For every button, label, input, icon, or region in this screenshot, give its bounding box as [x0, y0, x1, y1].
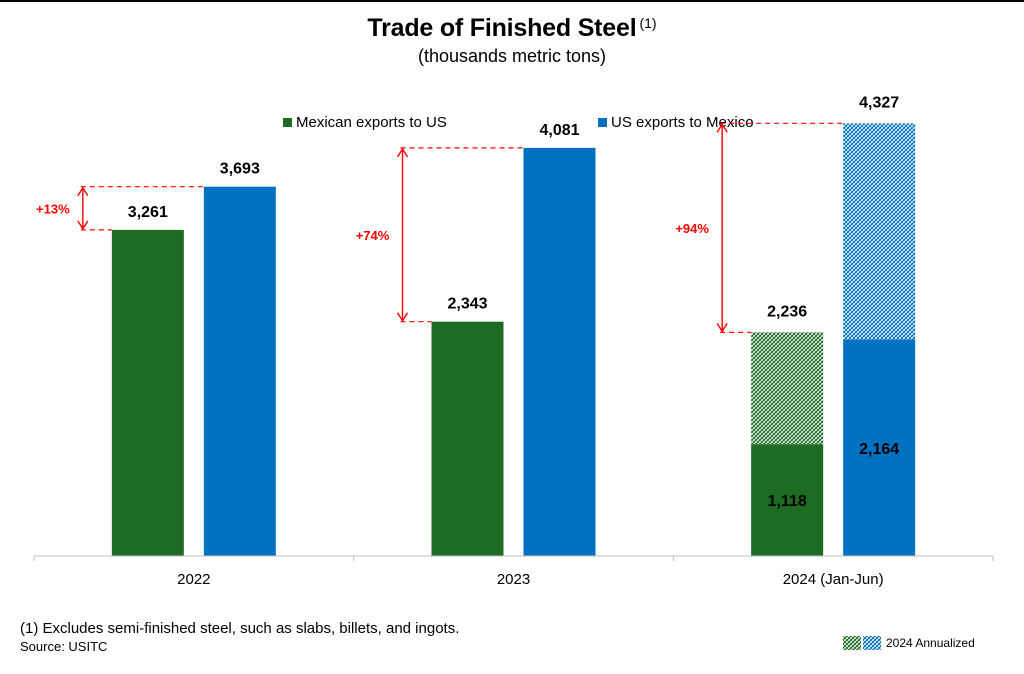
- data-label-us-exports: 4,081: [539, 122, 579, 139]
- data-label-mexican-exports: 2,343: [447, 296, 487, 313]
- annualized-legend: 2024 Annualized: [843, 636, 975, 650]
- difference-arrow-head-down: [77, 220, 89, 231]
- data-label-mexican-exports: 3,261: [128, 204, 168, 221]
- annualized-swatch-blue: [863, 636, 881, 650]
- difference-arrow-head-down: [716, 323, 728, 333]
- legend-item-mexican-exports: Mexican exports to US: [283, 114, 447, 131]
- data-label-mexican-annualized: 2,236: [767, 303, 807, 320]
- data-label-mexican-exports: 1,118: [768, 493, 807, 510]
- legend-label-us-exports: US exports to Mexico: [611, 114, 754, 131]
- bar-chart: 2022 3,261 3,693 +13% 2023 2,343 4,081 +74% 2024…: [33, 94, 994, 588]
- x-tick-label: 2022: [177, 571, 210, 588]
- bar-mexican-exports-annualized: [751, 332, 824, 445]
- chart-title-block: Trade of Finished Steel (1): [0, 14, 1024, 43]
- footnote: (1) Excludes semi-finished steel, such a…: [20, 620, 460, 637]
- legend-swatch-blue: [598, 118, 607, 127]
- data-label-us-exports: 2,164: [859, 441, 899, 458]
- difference-arrow-head-up: [396, 147, 409, 158]
- difference-arrow-head-down: [396, 312, 409, 323]
- annualized-legend-label: 2024 Annualized: [886, 636, 975, 650]
- difference-arrow-head-up: [77, 186, 89, 197]
- x-tick-label: 2024 (Jan-Jun): [783, 571, 884, 588]
- bar-us-exports: [843, 339, 916, 556]
- legend-swatch-green: [283, 118, 292, 127]
- difference-label: +13%: [36, 201, 70, 216]
- bar-us-exports-annualized: [843, 123, 916, 340]
- x-tick-label: 2023: [497, 571, 530, 588]
- data-label-us-exports: 3,693: [220, 161, 260, 178]
- title-footnote-marker: (1): [639, 14, 657, 31]
- legend-item-us-exports: US exports to Mexico: [598, 114, 754, 131]
- top-border: [0, 0, 1024, 2]
- bar-mexican-exports: [111, 229, 184, 556]
- bar-us-exports: [203, 186, 276, 556]
- source-note: Source: USITC: [20, 639, 108, 654]
- data-label-us-annualized: 4,327: [859, 94, 899, 111]
- bar-mexican-exports: [751, 444, 824, 556]
- chart-subtitle: (thousands metric tons): [417, 46, 607, 66]
- bar-mexican-exports: [431, 321, 504, 556]
- difference-arrow-head-up: [716, 122, 728, 133]
- legend-label-mexican-exports: Mexican exports to US: [296, 114, 447, 131]
- difference-label: +94%: [675, 221, 709, 236]
- legend: Mexican exports to US US exports to Mexi…: [0, 114, 1024, 136]
- annualized-swatch-green: [843, 636, 861, 650]
- chart-title: Trade of Finished Steel: [367, 14, 637, 42]
- bar-us-exports: [523, 147, 596, 556]
- difference-label: +74%: [356, 228, 390, 243]
